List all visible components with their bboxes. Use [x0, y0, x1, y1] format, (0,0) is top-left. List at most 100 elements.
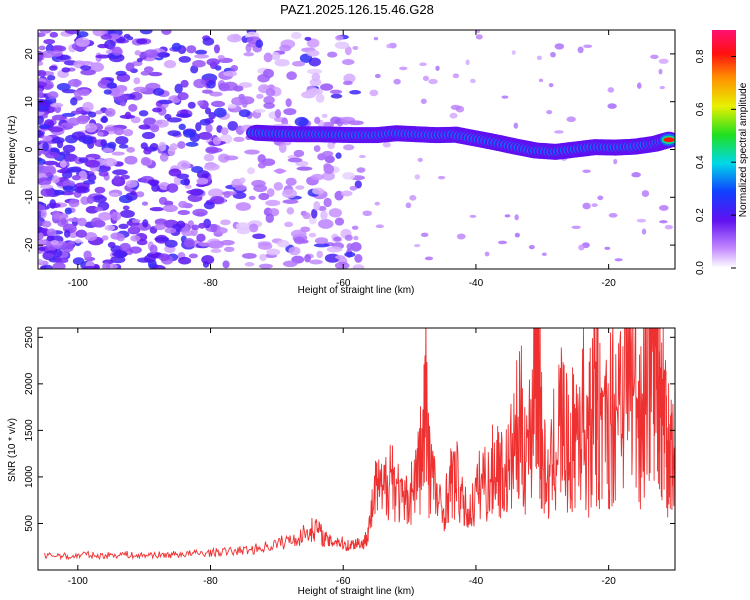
noise-speckle: [330, 93, 343, 99]
noise-speckle: [191, 166, 204, 173]
noise-speckle: [374, 73, 381, 79]
noise-speckle: [207, 188, 224, 198]
noise-speckle: [51, 114, 67, 121]
noise-speckle: [422, 75, 429, 82]
snr-y-ticks: 500 1000 1500 2000 2500: [24, 326, 675, 532]
figure-title: PAZ1.2025.126.15.46.G28: [280, 2, 434, 17]
noise-speckle: [67, 117, 81, 126]
noise-speckle: [312, 187, 325, 195]
noise-speckle: [38, 232, 44, 240]
spectrogram-noise: [38, 30, 674, 269]
noise-speckle: [349, 90, 362, 95]
noise-speckle: [107, 141, 117, 149]
noise-speckle: [258, 192, 270, 201]
noise-speckle: [102, 147, 114, 153]
noise-speckle: [278, 143, 287, 154]
noise-speckle: [613, 158, 618, 165]
noise-speckle: [94, 186, 106, 194]
noise-speckle: [85, 205, 99, 214]
spectrogram-x-ticks: -100 -80 -60 -40 -20: [68, 30, 616, 289]
noise-speckle: [97, 131, 104, 137]
noise-speckle: [130, 116, 141, 124]
noise-speckle: [369, 89, 379, 97]
noise-speckle: [38, 204, 46, 212]
noise-speckle: [72, 257, 85, 265]
noise-speckle: [203, 201, 215, 210]
noise-speckle: [126, 146, 136, 153]
noise-speckle: [151, 183, 160, 192]
noise-speckle: [256, 93, 264, 99]
noise-speckle: [152, 87, 165, 96]
noise-speckle: [326, 246, 343, 253]
noise-speckle: [102, 157, 118, 167]
noise-speckle: [288, 246, 301, 256]
noise-speckle: [334, 217, 345, 226]
noise-speckle: [282, 260, 298, 268]
noise-speckle: [604, 246, 611, 250]
noise-speckle: [82, 136, 94, 145]
spectrogram-y-axis-label: Frequency (Hz): [7, 116, 18, 185]
noise-speckle: [129, 224, 139, 234]
noise-speckle: [98, 170, 109, 177]
noise-speckle: [659, 220, 668, 224]
noise-speckle: [140, 70, 151, 76]
noise-speckle: [342, 80, 353, 86]
noise-speckle: [136, 58, 143, 63]
noise-speckle: [313, 243, 330, 248]
noise-speckle: [334, 41, 350, 50]
noise-speckle: [119, 209, 135, 218]
noise-speckle: [50, 50, 63, 57]
noise-speckle: [38, 50, 44, 61]
noise-speckle: [103, 89, 112, 95]
noise-speckle: [257, 242, 273, 250]
noise-speckle: [374, 201, 380, 206]
noise-speckle: [295, 185, 305, 190]
noise-speckle: [514, 214, 519, 221]
noise-speckle: [46, 228, 57, 237]
noise-speckle: [136, 38, 148, 45]
noise-speckle: [614, 258, 623, 262]
noise-speckle: [193, 78, 207, 89]
noise-speckle: [300, 226, 311, 233]
noise-speckle: [83, 250, 92, 260]
noise-speckle: [386, 43, 392, 49]
noise-speckle: [244, 262, 255, 267]
noise-speckle: [201, 89, 214, 94]
colorbar-tick-label: 0.2: [695, 208, 706, 222]
noise-speckle: [80, 65, 92, 71]
noise-speckle: [38, 32, 46, 38]
noise-speckle: [209, 91, 223, 97]
noise-speckle: [362, 210, 372, 217]
snr-x-tick-label: -60: [336, 576, 351, 587]
noise-speckle: [118, 223, 129, 229]
noise-speckle: [186, 189, 202, 195]
noise-speckle: [195, 49, 208, 55]
noise-speckle: [181, 230, 195, 237]
noise-speckle: [263, 95, 275, 105]
noise-speckle: [335, 255, 345, 260]
noise-speckle: [536, 55, 542, 60]
noise-speckle: [222, 260, 230, 269]
noise-speckle: [511, 50, 516, 55]
noise-speckle: [285, 177, 297, 186]
noise-speckle: [335, 35, 344, 41]
snr-x-tick-label: -100: [68, 576, 88, 587]
noise-speckle: [158, 253, 170, 262]
noise-speckle: [178, 123, 186, 131]
noise-speckle: [247, 167, 256, 175]
noise-speckle: [213, 44, 220, 54]
noise-speckle: [53, 212, 69, 220]
noise-speckle: [38, 149, 42, 157]
noise-speckle: [341, 58, 355, 66]
noise-speckle: [382, 141, 391, 148]
noise-speckle: [304, 36, 312, 41]
noise-speckle: [128, 103, 138, 112]
snr-y-tick-label: 500: [24, 515, 35, 532]
noise-speckle: [140, 142, 148, 150]
noise-speckle: [158, 99, 173, 105]
noise-speckle: [50, 239, 59, 246]
noise-speckle: [140, 156, 151, 166]
noise-speckle: [373, 36, 379, 41]
noise-speckle: [233, 136, 245, 142]
noise-speckle: [191, 224, 199, 231]
